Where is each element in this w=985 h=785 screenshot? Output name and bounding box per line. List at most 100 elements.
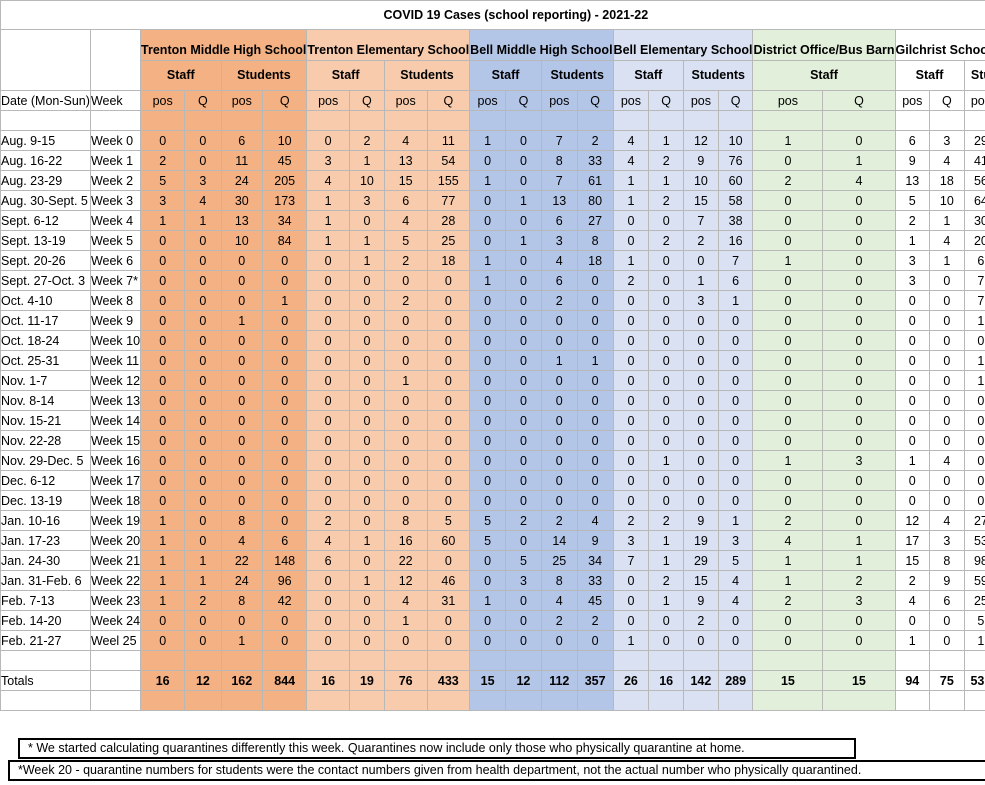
blank-cell [426,690,471,711]
value-cell: 1 [894,450,931,471]
pos-header: pos [383,90,428,111]
value-cell: 0 [822,490,896,511]
value-cell: 41 [963,150,985,171]
pos-header: pos [963,90,985,111]
value-cell: 1 [752,130,824,151]
value-cell: 2 [648,510,685,531]
table-row: Sept. 27-Oct. 3 Week 7* 0 0 0 0 0 0 0 0 1 0 6 0 2 0 1 6 0 0… [0,270,985,291]
blank-cell [262,650,308,671]
value-cell: 10 [220,230,264,251]
value-cell: 0 [184,130,222,151]
blank-cell [683,110,719,131]
value-cell: 5 [383,230,428,251]
staff-subheader: Staff [469,59,542,91]
value-cell: 0 [184,330,222,351]
value-cell: 0 [306,470,350,491]
value-cell: 1 [929,250,965,271]
value-cell: 0 [262,390,308,411]
value-cell: 0 [505,370,542,391]
value-cell: 0 [220,490,264,511]
value-cell: 5 [894,190,931,211]
value-cell: 1 [963,310,985,331]
value-cell: 54 [426,150,471,171]
value-cell: 12 [383,570,428,591]
value-cell: 0 [540,330,578,351]
value-cell: 0 [612,410,650,431]
blank-cell [220,690,264,711]
value-cell: 0 [894,310,931,331]
value-cell: 0 [752,630,824,651]
value-cell: 77 [426,190,471,211]
value-cell: 0 [469,610,507,631]
q-header: Q [426,90,471,111]
value-cell: 0 [929,410,965,431]
value-cell: 0 [540,450,578,471]
value-cell: 1 [894,230,931,251]
value-cell: 0 [140,470,186,491]
value-cell: 0 [383,450,428,471]
value-cell: 4 [752,530,824,551]
blank-cell [469,690,507,711]
value-cell: 27 [963,510,985,531]
value-cell: 1 [306,190,350,211]
q-header: Q [717,90,754,111]
value-cell: 3 [140,190,186,211]
value-cell: 0 [576,290,614,311]
value-cell: 0 [505,330,542,351]
total-cell: 19 [348,670,385,691]
value-cell: 2 [540,610,578,631]
table-row: Aug. 16-22 Week 1 2 0 11 45 3 1 13 54 0 0 8 33 4 2 9 76 0 1… [0,150,985,171]
value-cell: 0 [184,290,222,311]
blank-cell [683,690,719,711]
value-cell: 2 [683,610,719,631]
value-cell: 1 [683,270,719,291]
staff-subheader: Staff [752,59,896,91]
value-cell: 0 [648,330,685,351]
value-cell: 0 [683,330,719,351]
value-cell: 8 [220,590,264,611]
value-cell: 2 [505,510,542,531]
blank-cell [140,650,186,671]
value-cell: 2 [306,510,350,531]
total-cell: 142 [683,670,719,691]
value-cell: 1 [184,550,222,571]
blank-cell [505,690,542,711]
value-cell: 0 [717,370,754,391]
q-header: Q [184,90,222,111]
value-cell: 0 [717,310,754,331]
value-cell: 0 [426,430,471,451]
value-cell: 0 [306,290,350,311]
value-cell: 6 [894,130,931,151]
value-cell: 0 [752,210,824,231]
value-cell: 96 [262,570,308,591]
value-cell: 0 [648,270,685,291]
value-cell: 0 [426,470,471,491]
value-cell: 4 [894,590,931,611]
covid-cases-table: COVID 19 Cases (school reporting) - 2021… [0,0,985,711]
value-cell: 3 [894,250,931,271]
value-cell: 0 [262,410,308,431]
pos-header: pos [612,90,650,111]
value-cell: 20 [963,230,985,251]
value-cell: 1 [383,610,428,631]
value-cell: 10 [262,130,308,151]
value-cell: 0 [348,370,385,391]
blank-cell [348,690,385,711]
pos-header: pos [306,90,350,111]
blank-cell [0,110,91,131]
value-cell: 0 [426,350,471,371]
value-cell: 0 [929,330,965,351]
value-cell: 25 [426,230,471,251]
q-header: Q [262,90,308,111]
pos-header: pos [894,90,931,111]
value-cell: 0 [894,290,931,311]
value-cell: 9 [576,530,614,551]
value-cell: 0 [648,470,685,491]
value-cell: 1 [469,270,507,291]
date-cell: Dec. 13-19 [0,490,91,511]
value-cell: 0 [306,350,350,371]
value-cell: 0 [220,370,264,391]
value-cell: 0 [262,270,308,291]
